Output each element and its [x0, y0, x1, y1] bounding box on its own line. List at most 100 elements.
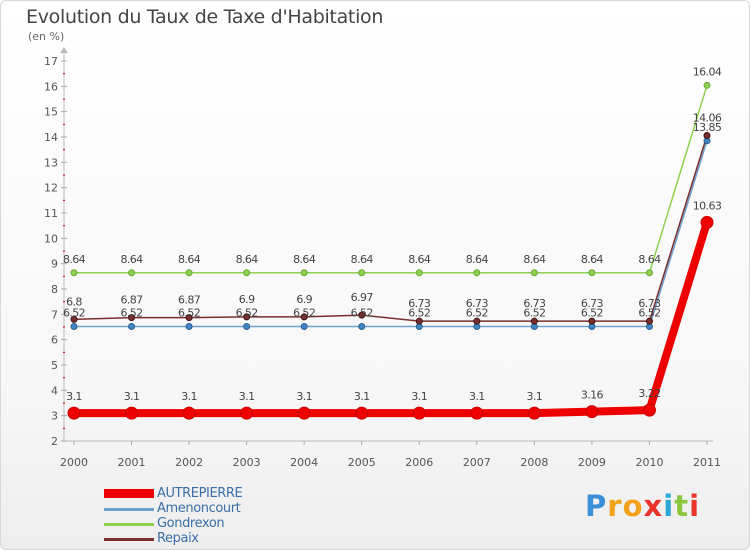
data-label-repaix: 6.73: [581, 297, 604, 310]
logo-letter: o: [622, 489, 644, 523]
y-tick-label: 17: [44, 55, 58, 68]
data-point-gondrexon: [300, 269, 308, 277]
data-point-autrepierre: [182, 406, 196, 420]
data-label-amenoncourt: 13.85: [693, 121, 722, 134]
data-point-amenoncourt: [70, 322, 78, 330]
data-label-gondrexon: 8.64: [351, 253, 374, 266]
y-tick-label: 13: [44, 156, 58, 169]
data-label-repaix: 6.73: [466, 297, 489, 310]
legend-swatch-autrepierre: [104, 489, 154, 498]
data-label-repaix: 6.87: [120, 294, 143, 307]
data-point-gondrexon: [185, 269, 193, 277]
data-label-amenoncourt: 6.52: [638, 306, 660, 319]
y-tick-label: 10: [44, 232, 58, 245]
data-point-autrepierre: [642, 403, 656, 417]
data-point-gondrexon: [70, 269, 78, 277]
y-tick-label: 16: [44, 80, 58, 93]
logo-letter: i: [663, 489, 675, 523]
data-label-autrepierre: 3.1: [66, 390, 82, 403]
data-label-gondrexon: 8.64: [523, 253, 546, 266]
x-tick-label: 2011: [693, 456, 721, 469]
data-point-autrepierre: [355, 406, 369, 420]
data-label-autrepierre: 3.1: [181, 390, 197, 403]
x-tick-label: 2007: [463, 456, 491, 469]
data-point-repaix: [185, 314, 193, 322]
x-tick-label: 2004: [290, 456, 318, 469]
data-point-autrepierre: [240, 406, 254, 420]
data-label-gondrexon: 8.64: [63, 253, 86, 266]
data-label-amenoncourt: 6.52: [293, 306, 315, 319]
data-label-repaix: 14.06: [693, 111, 722, 124]
data-point-autrepierre: [412, 406, 426, 420]
data-label-repaix: 6.9: [239, 293, 255, 306]
data-point-autrepierre: [700, 215, 714, 229]
y-tick-label: 11: [44, 207, 58, 220]
data-label-amenoncourt: 6.52: [351, 306, 373, 319]
data-label-repaix: 6.73: [638, 297, 661, 310]
data-point-gondrexon: [588, 269, 596, 277]
data-label-amenoncourt: 6.52: [120, 306, 142, 319]
legend-label-repaix: Repaix: [157, 531, 199, 546]
data-label-amenoncourt: 6.52: [236, 306, 258, 319]
data-label-gondrexon: 8.64: [120, 253, 143, 266]
data-point-gondrexon: [128, 269, 136, 277]
data-label-gondrexon: 8.64: [178, 253, 201, 266]
y-tick-label: 4: [51, 384, 58, 397]
data-point-repaix: [530, 317, 538, 325]
proxiti-logo[interactable]: Proxiti: [585, 489, 700, 523]
data-label-amenoncourt: 6.52: [466, 306, 488, 319]
data-label-gondrexon: 8.64: [236, 253, 259, 266]
data-label-gondrexon: 8.64: [408, 253, 431, 266]
data-label-gondrexon: 8.64: [581, 253, 604, 266]
data-label-autrepierre: 3.1: [469, 390, 485, 403]
x-tick-label: 2005: [348, 456, 376, 469]
legend-swatch-amenoncourt: [104, 508, 154, 511]
legend-swatch-repaix: [104, 538, 154, 541]
logo-letter: t: [674, 489, 690, 523]
data-label-amenoncourt: 6.52: [523, 306, 545, 319]
data-point-gondrexon: [645, 269, 653, 277]
data-point-repaix: [128, 314, 136, 322]
y-tick-label: 7: [51, 308, 58, 321]
x-tick-label: 2000: [60, 456, 88, 469]
data-label-autrepierre: 3.1: [527, 390, 543, 403]
data-point-amenoncourt: [358, 322, 366, 330]
data-point-repaix: [588, 317, 596, 325]
data-label-gondrexon: 16.04: [693, 65, 722, 78]
data-point-repaix: [473, 317, 481, 325]
x-tick-label: 2006: [405, 456, 433, 469]
data-point-gondrexon: [703, 81, 711, 89]
data-point-repaix: [243, 313, 251, 321]
data-point-amenoncourt: [243, 322, 251, 330]
data-label-repaix: 6.87: [178, 294, 201, 307]
x-tick-label: 2001: [118, 456, 146, 469]
data-point-amenoncourt: [185, 322, 193, 330]
data-label-gondrexon: 8.64: [466, 253, 489, 266]
y-tick-label: 15: [44, 106, 58, 119]
x-tick-label: 2002: [175, 456, 203, 469]
y-tick-label: 12: [44, 182, 58, 195]
y-tick-label: 2: [51, 435, 58, 448]
data-point-amenoncourt: [128, 322, 136, 330]
x-tick-label: 2008: [520, 456, 548, 469]
y-tick-label: 5: [51, 359, 58, 372]
y-tick-label: 3: [51, 410, 58, 423]
data-label-amenoncourt: 6.52: [408, 306, 430, 319]
data-point-gondrexon: [243, 269, 251, 277]
legend-label-autrepierre: AUTREPIERRE: [157, 486, 243, 501]
data-label-amenoncourt: 6.52: [63, 306, 85, 319]
data-point-repaix: [300, 313, 308, 321]
data-label-autrepierre: 3.16: [581, 389, 604, 402]
data-point-autrepierre: [585, 405, 599, 419]
data-label-repaix: 6.73: [408, 297, 431, 310]
logo-letter: x: [643, 489, 664, 523]
logo-letter: P: [585, 489, 608, 523]
data-point-repaix: [703, 131, 711, 139]
data-point-repaix: [645, 317, 653, 325]
x-tick-label: 2010: [635, 456, 663, 469]
data-label-autrepierre: 3.22: [638, 387, 660, 400]
data-label-amenoncourt: 6.52: [178, 306, 200, 319]
data-label-autrepierre: 3.1: [296, 390, 312, 403]
